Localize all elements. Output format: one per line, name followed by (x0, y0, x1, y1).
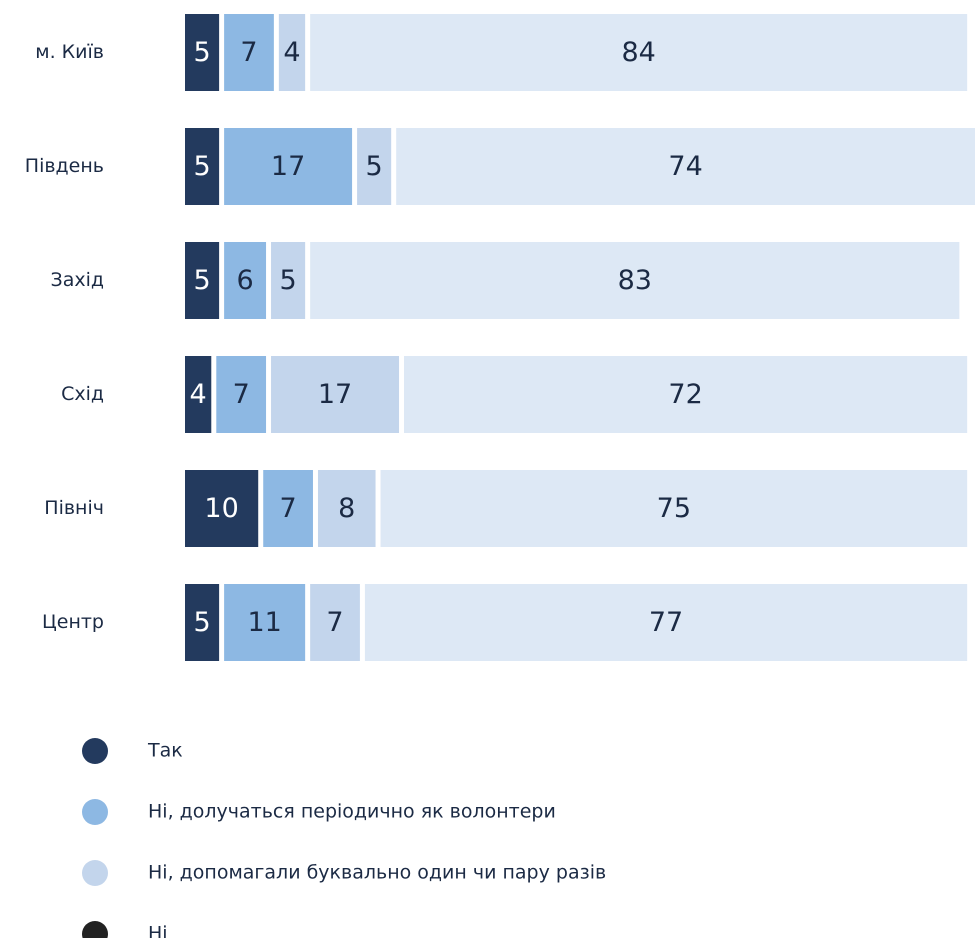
bar-segment (310, 14, 968, 91)
legend-marker (82, 921, 108, 938)
category-label: м. Київ (35, 41, 104, 63)
bar-segment (185, 470, 259, 547)
bar-segment (310, 584, 360, 661)
value-label: 7 (326, 607, 343, 638)
legend-label: Ні (148, 923, 168, 938)
value-label: 8 (338, 493, 355, 524)
value-label: 17 (271, 151, 305, 182)
category-label: Південь (25, 155, 104, 177)
bar-segment (224, 128, 353, 205)
bar-segment (271, 356, 400, 433)
bar-segment (185, 356, 212, 433)
bar-segment (224, 584, 306, 661)
bar-segment (224, 242, 267, 319)
bar-segment (271, 242, 306, 319)
value-label: 5 (366, 151, 383, 182)
value-label: 5 (193, 37, 210, 68)
value-label: 5 (193, 151, 210, 182)
value-label: 83 (618, 265, 652, 296)
value-label: 5 (193, 607, 210, 638)
value-label: 11 (247, 607, 281, 638)
bar-segment (224, 14, 274, 91)
bar-segment (357, 128, 392, 205)
category-label: Захід (51, 269, 104, 291)
value-label: 7 (240, 37, 257, 68)
bar-segment (263, 470, 313, 547)
category-label: Центр (42, 611, 104, 633)
bar-segment (185, 128, 220, 205)
bar-segment (185, 242, 220, 319)
category-label: Схід (61, 383, 104, 405)
value-label: 6 (236, 265, 253, 296)
legend-marker (82, 799, 108, 825)
value-label: 84 (621, 37, 655, 68)
legend-label: Ні, допомагали буквально один чи пару ра… (148, 862, 606, 884)
bar-segment (317, 470, 376, 547)
value-label: 5 (193, 265, 210, 296)
legend-marker (82, 738, 108, 764)
bar-segment (404, 356, 968, 433)
value-label: 10 (204, 493, 238, 524)
bar-segment (396, 128, 975, 205)
value-label: 74 (668, 151, 702, 182)
value-label: 72 (668, 379, 702, 410)
bar-segment (278, 14, 306, 91)
category-label: Північ (44, 497, 104, 519)
value-label: 4 (283, 37, 300, 68)
value-label: 77 (649, 607, 683, 638)
legend-label: Так (147, 740, 183, 762)
value-label: 75 (657, 493, 691, 524)
value-label: 17 (318, 379, 352, 410)
bar-segment (310, 242, 960, 319)
bar-segment (216, 356, 267, 433)
value-label: 7 (280, 493, 297, 524)
value-label: 4 (190, 379, 207, 410)
value-label: 7 (233, 379, 250, 410)
legend-label: Ні, долучаться періодично як волонтери (148, 801, 556, 823)
bar-segment (185, 584, 220, 661)
bar-segment (380, 470, 968, 547)
value-label: 5 (280, 265, 297, 296)
legend-marker (82, 860, 108, 886)
bar-segment (364, 584, 968, 661)
bar-segment (185, 14, 220, 91)
